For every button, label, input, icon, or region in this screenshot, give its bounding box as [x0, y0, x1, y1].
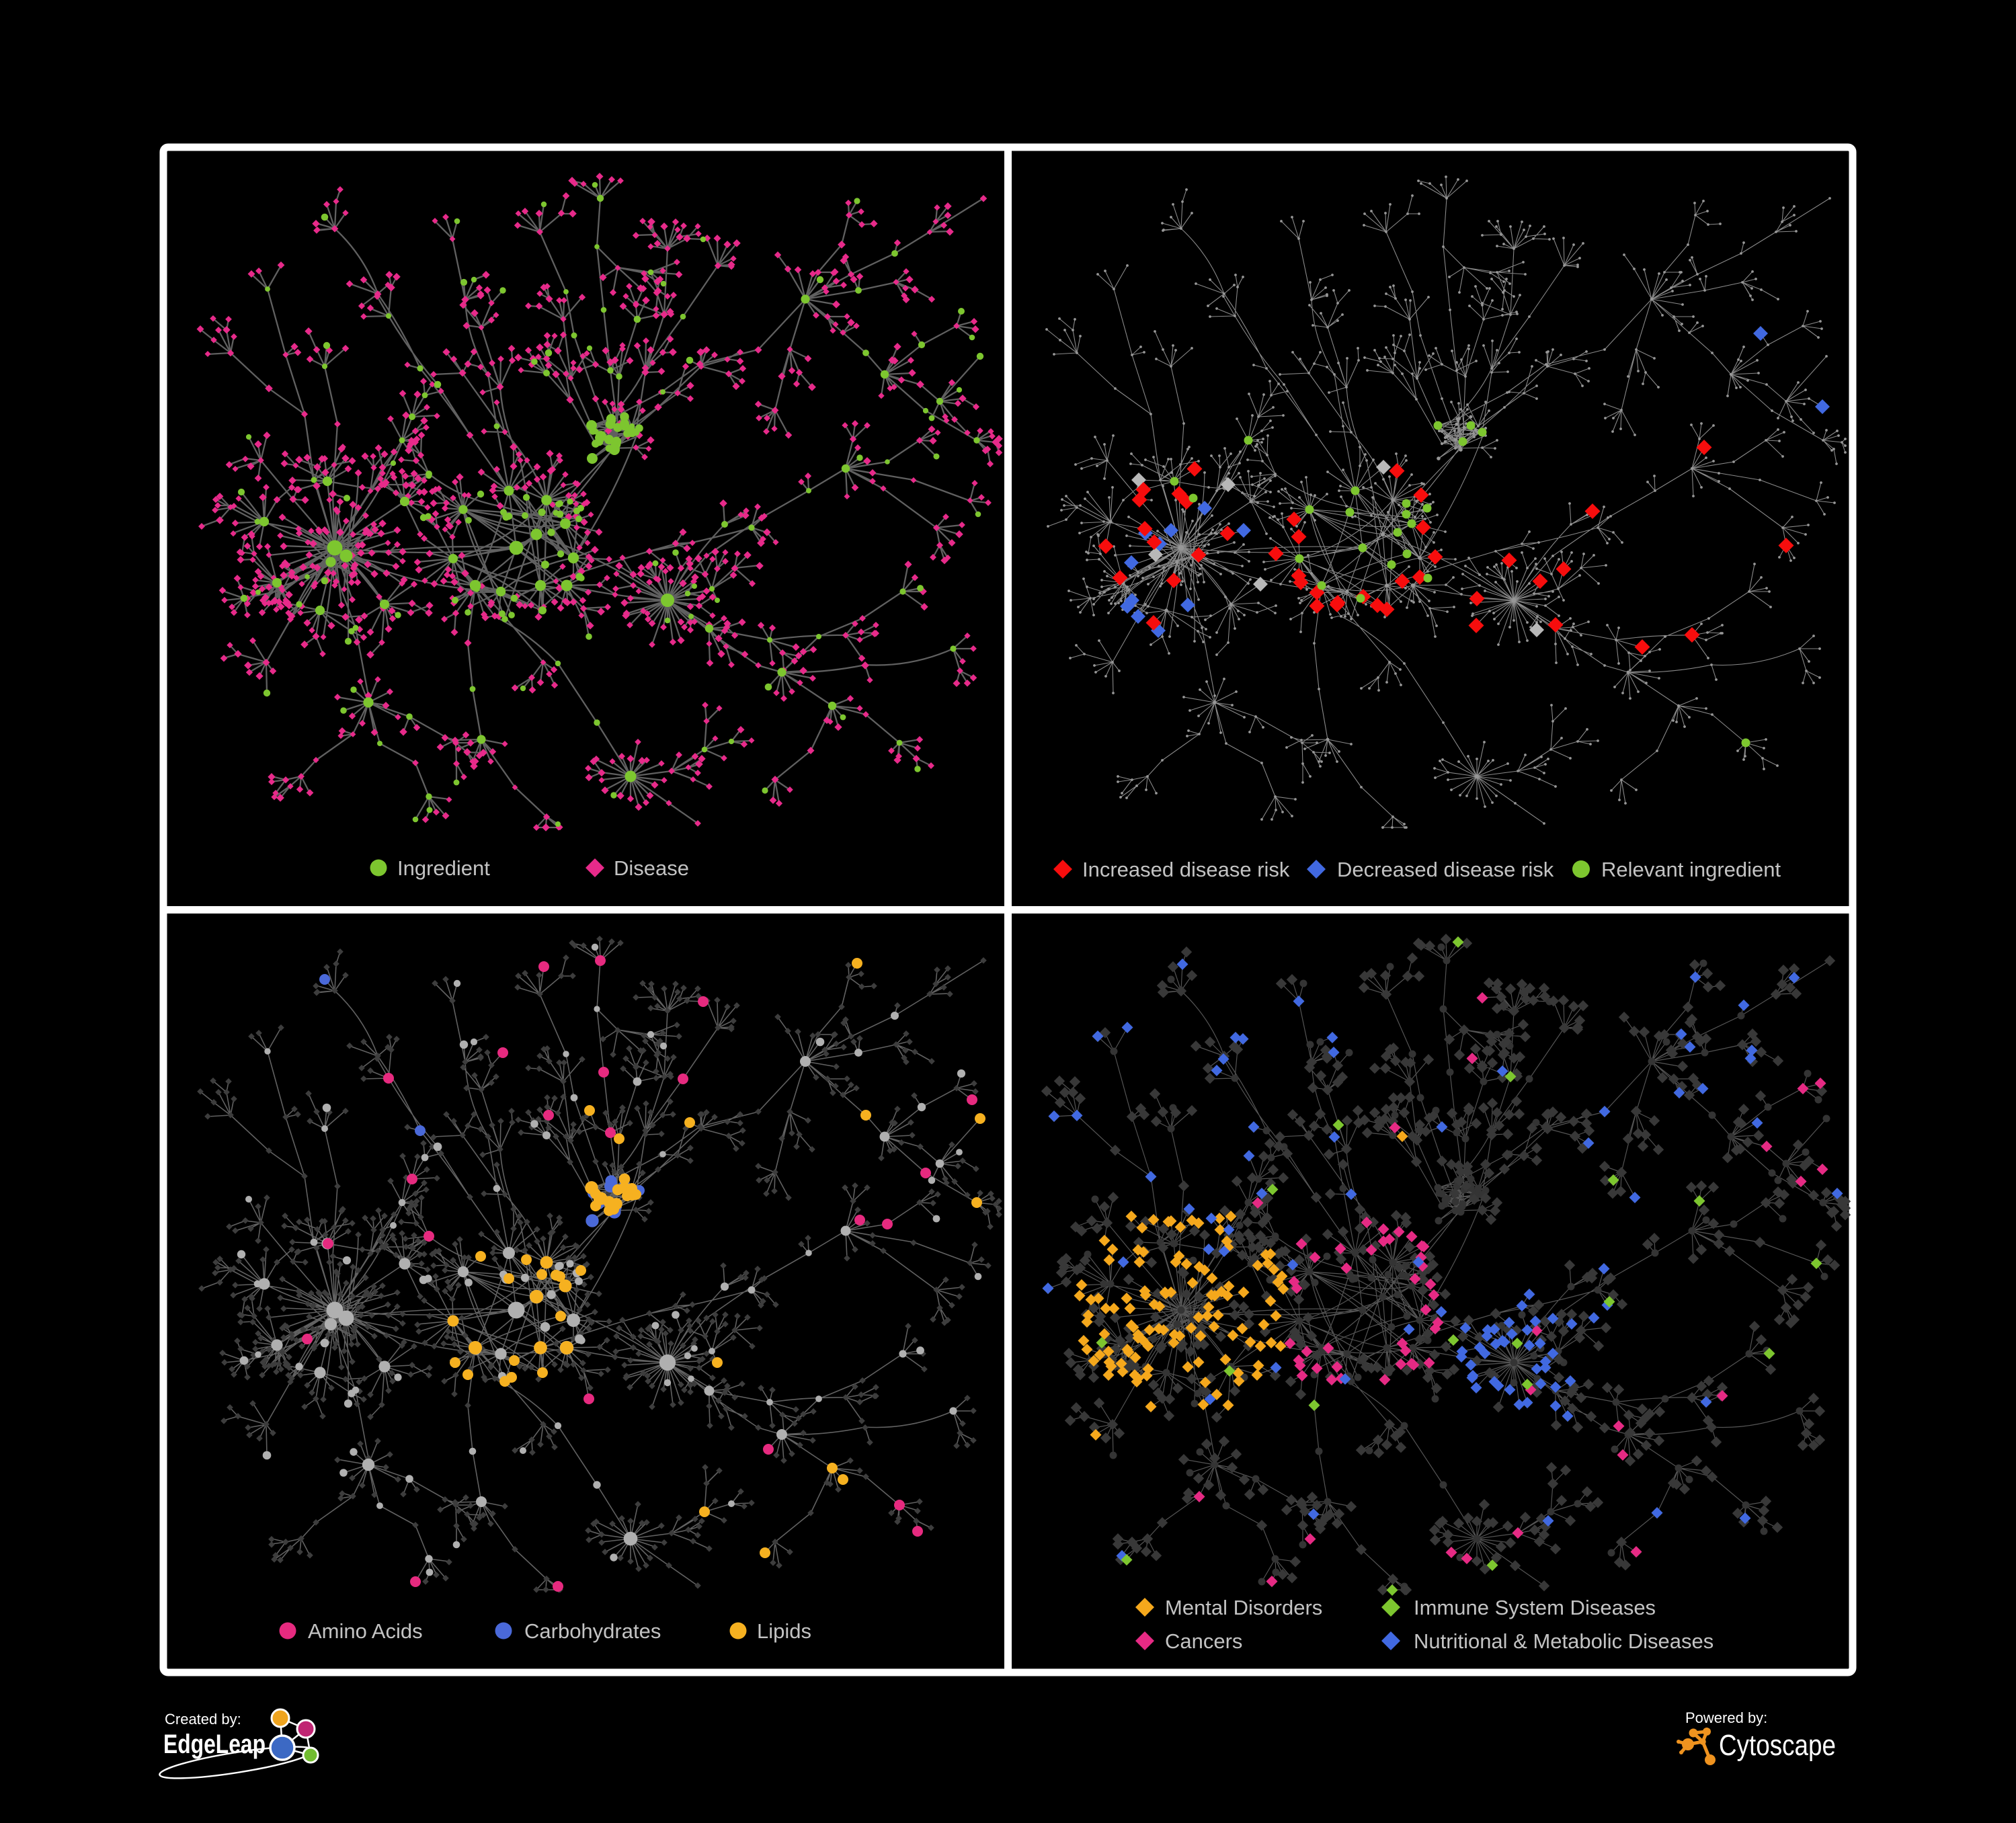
svg-text:Amino Acids: Amino Acids [308, 1619, 423, 1643]
svg-text:Powered by:: Powered by: [1685, 1709, 1767, 1726]
svg-text:Carbohydrates: Carbohydrates [524, 1619, 661, 1643]
svg-text:Lipids: Lipids [757, 1619, 811, 1643]
svg-text:Decreased disease risk: Decreased disease risk [1337, 858, 1554, 881]
svg-text:Cytoscape: Cytoscape [1719, 1729, 1836, 1762]
svg-text:Increased disease risk: Increased disease risk [1082, 858, 1290, 881]
svg-text:Disease: Disease [614, 856, 689, 880]
svg-text:Ingredient: Ingredient [397, 856, 490, 880]
svg-text:Cancers: Cancers [1165, 1629, 1242, 1653]
svg-text:EdgeLeap: EdgeLeap [163, 1730, 266, 1759]
svg-text:Immune System Diseases: Immune System Diseases [1414, 1596, 1656, 1619]
svg-text:Nutritional & Metabolic Diseas: Nutritional & Metabolic Diseases [1414, 1629, 1713, 1653]
svg-text:Relevant ingredient: Relevant ingredient [1601, 858, 1781, 881]
svg-text:Mental Disorders: Mental Disorders [1165, 1596, 1322, 1619]
svg-text:Created by:: Created by: [165, 1711, 241, 1728]
